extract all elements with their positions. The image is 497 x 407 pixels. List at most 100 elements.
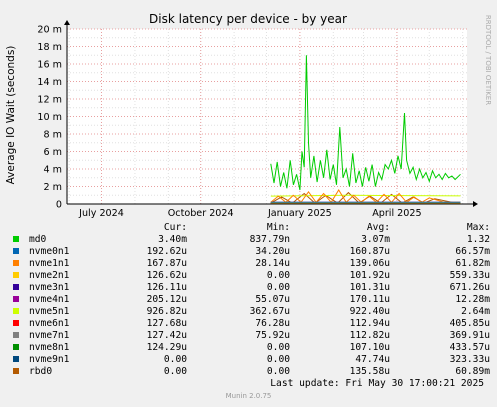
legend-row-nvme5n1: nvme5n1 926.82u 362.67u 922.40u 2.64m — [13, 306, 490, 318]
legend-avg: 135.58u — [349, 366, 390, 377]
legend-avg: 101.31u — [349, 282, 390, 293]
legend-row-nvme6n1: nvme6n1 127.68u 76.28u 112.94u 405.85u — [13, 318, 490, 330]
axes — [64, 20, 478, 207]
y-tick-label: 6 m — [44, 147, 63, 158]
legend-cur: 127.68u — [146, 318, 187, 329]
legend-cur: 192.62u — [146, 246, 187, 257]
y-tick-label: 2 m — [44, 182, 63, 193]
legend-cur: 126.11u — [146, 282, 187, 293]
legend-avg: 3.07m — [361, 234, 390, 245]
y-tick-label: 0 — [56, 200, 62, 211]
legend-min: 34.20u — [255, 246, 290, 257]
legend-cur: 3.40m — [158, 234, 187, 245]
legend-min: 0.00 — [266, 270, 290, 281]
legend-swatch — [13, 296, 19, 302]
series-line-nvme1n1 — [270, 189, 461, 204]
grid — [67, 28, 467, 204]
legend-cur: 124.29u — [146, 342, 187, 353]
legend-swatch — [13, 344, 19, 350]
legend-row-md0: md0 3.40m 837.79n 3.07m 1.32 — [13, 234, 490, 246]
legend-row-nvme2n1: nvme2n1 126.62u 0.00 101.92u 559.33u — [13, 270, 490, 282]
legend-name: md0 — [29, 234, 47, 245]
legend-swatch — [13, 308, 19, 314]
legend-cur: 126.62u — [146, 270, 187, 281]
legend-swatch — [13, 248, 19, 254]
legend-max: 559.33u — [449, 270, 490, 281]
y-tick-label: 18 m — [37, 42, 62, 53]
legend-max: 66.57m — [455, 246, 490, 257]
legend-name: nvme1n1 — [29, 258, 70, 269]
legend-avg: 112.94u — [349, 318, 390, 329]
legend-header-cur: Cur: — [163, 222, 187, 233]
legend-table: Cur: Min: Avg: Max: md0 3.40m 837.79n 3.07m… — [13, 222, 490, 378]
legend-min: 76.28u — [255, 318, 290, 329]
y-axis-label: Average IO Wait (seconds) — [5, 46, 17, 185]
legend-min: 0.00 — [266, 342, 290, 353]
legend-max: 433.57u — [449, 342, 490, 353]
munin-version: Munin 2.0.75 — [225, 392, 272, 400]
legend-min: 55.07u — [255, 294, 290, 305]
series-line-md0 — [270, 55, 461, 191]
y-tick-label: 4 m — [44, 165, 63, 176]
legend-min: 75.92u — [255, 330, 290, 341]
legend-avg: 47.74u — [355, 354, 390, 365]
legend-header-avg: Avg: — [366, 222, 390, 233]
legend-name: nvme2n1 — [29, 270, 70, 281]
legend-swatch — [13, 332, 19, 338]
y-tick-labels: 0 2 m 4 m 6 m 8 m 10 m 12 m 14 m 16 m 18 m 20 m — [37, 25, 62, 211]
legend-name: nvme4n1 — [29, 294, 70, 305]
y-tick-label: 10 m — [37, 112, 62, 123]
legend-avg: 139.06u — [349, 258, 390, 269]
legend-min: 0.00 — [266, 366, 290, 377]
legend-max: 61.82m — [455, 258, 490, 269]
legend-row-rbd0: rbd0 0.00 0.00 135.58u 60.89m — [13, 366, 490, 378]
legend-swatch — [13, 356, 19, 362]
y-tick-label: 20 m — [37, 25, 62, 36]
legend-avg: 112.82u — [349, 330, 390, 341]
y-tick-label: 8 m — [44, 130, 63, 141]
legend-max: 1.32 — [466, 234, 490, 245]
x-tick-label: October 2024 — [168, 208, 234, 219]
legend-min: 28.14u — [255, 258, 290, 269]
legend-name: nvme0n1 — [29, 246, 70, 257]
legend-cur: 205.12u — [146, 294, 187, 305]
legend-avg: 101.92u — [349, 270, 390, 281]
y-tick-label: 14 m — [37, 77, 62, 88]
legend-max: 369.91u — [449, 330, 490, 341]
legend-cur: 167.87u — [146, 258, 187, 269]
legend-min: 0.00 — [266, 354, 290, 365]
x-tick-label: January 2025 — [267, 208, 332, 219]
series-line-nvme5n1 — [270, 194, 461, 197]
legend-max: 323.33u — [449, 354, 490, 365]
legend-max: 405.85u — [449, 318, 490, 329]
legend-name: nvme8n1 — [29, 342, 70, 353]
legend-row-nvme4n1: nvme4n1 205.12u 55.07u 170.11u 12.28m — [13, 294, 490, 306]
legend-name: nvme6n1 — [29, 318, 70, 329]
y-tick-label: 12 m — [37, 95, 62, 106]
legend-row-nvme3n1: nvme3n1 126.11u 0.00 101.31u 671.26u — [13, 282, 490, 294]
legend-min: 0.00 — [266, 282, 290, 293]
legend-cur: 0.00 — [163, 354, 187, 365]
x-tick-labels: July 2024 October 2024 January 2025 April 2… — [78, 208, 421, 219]
x-tick-label: July 2024 — [78, 208, 124, 219]
legend-name: nvme5n1 — [29, 306, 70, 317]
rrdtool-watermark: RRDTOOL / TOBI OETIKER — [484, 15, 492, 105]
legend-header-max: Max: — [466, 222, 490, 233]
legend-row-nvme8n1: nvme8n1 124.29u 0.00 107.10u 433.57u — [13, 342, 490, 354]
legend-max: 12.28m — [455, 294, 490, 305]
legend-header-row: Cur: Min: Avg: Max: — [13, 222, 490, 234]
legend-row-nvme0n1: nvme0n1 192.62u 34.20u 160.87u 66.57m — [13, 246, 490, 258]
legend-max: 671.26u — [449, 282, 490, 293]
legend-name: rbd0 — [29, 366, 53, 377]
legend-max: 60.89m — [455, 366, 490, 377]
legend-cur: 926.82u — [146, 306, 187, 317]
legend-row-nvme1n1: nvme1n1 167.87u 28.14u 139.06u 61.82m — [13, 258, 490, 270]
legend-swatch — [13, 320, 19, 326]
chart-title: Disk latency per device - by year — [149, 12, 347, 26]
y-tick-label: 16 m — [37, 60, 62, 71]
legend-swatch — [13, 284, 19, 290]
x-axis-arrow-icon — [473, 201, 478, 207]
legend-row-nvme7n1: nvme7n1 127.42u 75.92u 112.82u 369.91u — [13, 330, 490, 342]
legend-name: nvme7n1 — [29, 330, 70, 341]
